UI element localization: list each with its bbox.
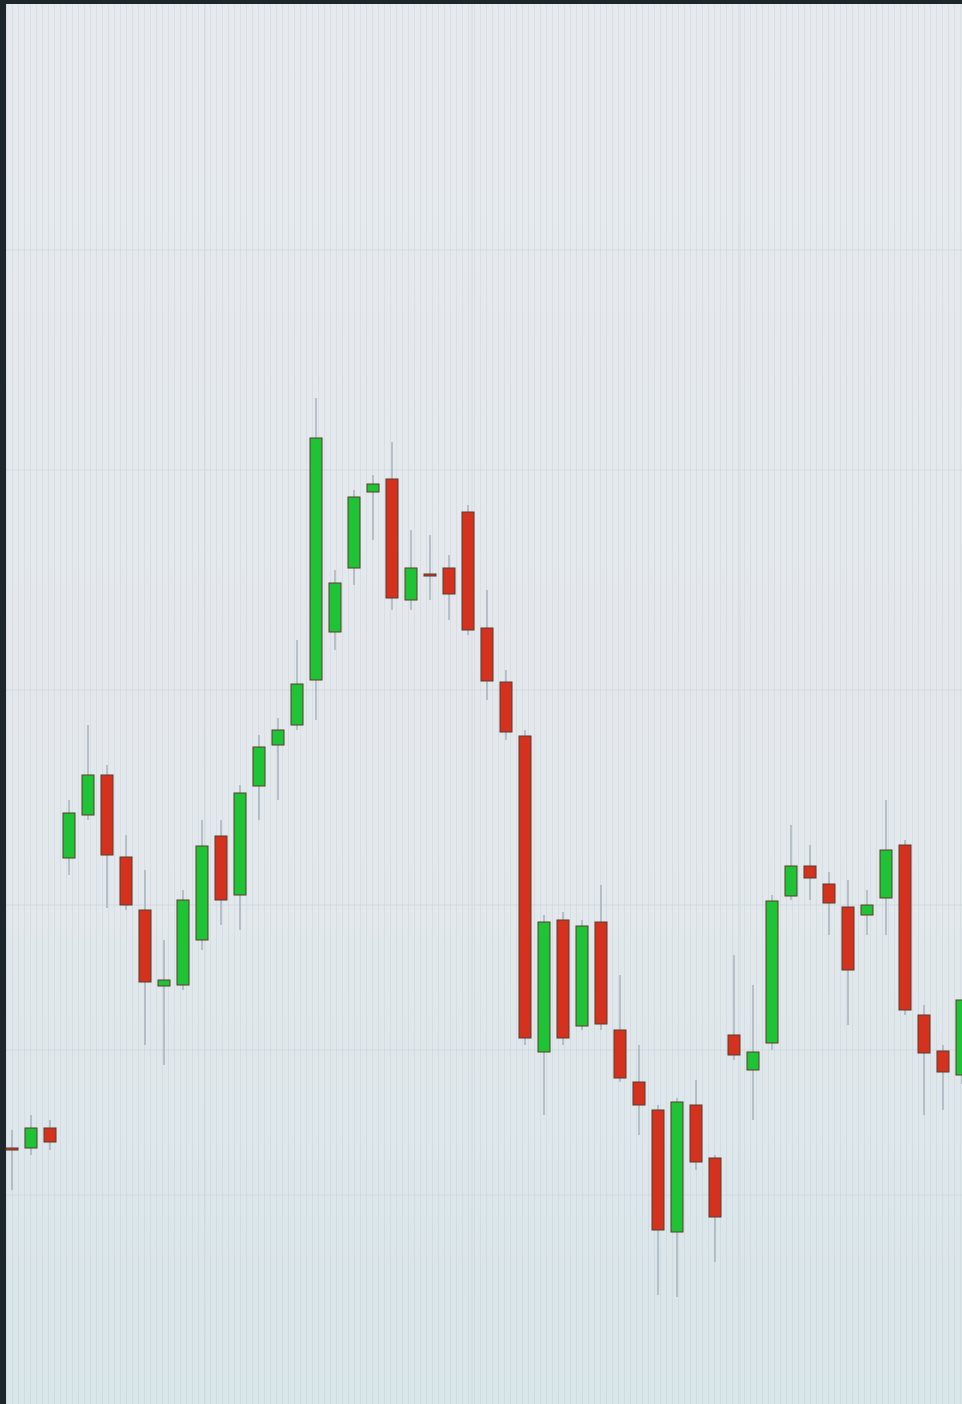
candle-body bbox=[291, 684, 303, 725]
candle-body bbox=[329, 583, 341, 632]
candle-body bbox=[101, 775, 113, 855]
candle-body bbox=[6, 1148, 18, 1150]
candle-body bbox=[652, 1110, 664, 1230]
candle-body bbox=[139, 910, 151, 982]
candle-body bbox=[690, 1105, 702, 1162]
candle-body bbox=[272, 730, 284, 745]
candle-body bbox=[519, 736, 531, 1038]
candle-body bbox=[348, 497, 360, 568]
page: (() => { const data = JSON.parse(documen… bbox=[0, 0, 962, 1404]
candle-body bbox=[310, 438, 322, 680]
candle-body bbox=[861, 905, 873, 915]
candle-body bbox=[538, 922, 550, 1052]
candle-body bbox=[785, 866, 797, 896]
candle-body bbox=[614, 1030, 626, 1078]
candle-body bbox=[405, 568, 417, 600]
candle-body bbox=[82, 775, 94, 815]
candle-body bbox=[234, 793, 246, 895]
candle-body bbox=[918, 1015, 930, 1053]
candle-body bbox=[386, 479, 398, 598]
candle-body bbox=[253, 747, 265, 786]
candle-body bbox=[367, 484, 379, 492]
candle-body bbox=[823, 884, 835, 903]
candle-body bbox=[158, 980, 170, 986]
candle-body bbox=[671, 1102, 683, 1232]
candle-body bbox=[424, 574, 436, 576]
candle-body bbox=[595, 922, 607, 1024]
candle-body bbox=[842, 907, 854, 970]
chart bbox=[0, 0, 962, 1404]
candle-body bbox=[462, 512, 474, 630]
candle-body bbox=[120, 857, 132, 905]
candle-body bbox=[196, 846, 208, 940]
candle-body bbox=[576, 926, 588, 1026]
candle-body bbox=[766, 901, 778, 1043]
background-grid bbox=[6, 4, 962, 1404]
candle-body bbox=[728, 1035, 740, 1055]
candle-body bbox=[481, 628, 493, 681]
candle-body bbox=[633, 1082, 645, 1105]
candle-body bbox=[709, 1158, 721, 1217]
candle-body bbox=[500, 682, 512, 732]
candle-body bbox=[899, 845, 911, 1010]
candle-body bbox=[557, 920, 569, 1038]
candle-body bbox=[880, 850, 892, 898]
candle-body bbox=[25, 1128, 37, 1148]
candle-body bbox=[443, 568, 455, 594]
candle-body bbox=[44, 1128, 56, 1142]
candle-body bbox=[215, 836, 227, 900]
candle-body bbox=[937, 1051, 949, 1072]
candle-body bbox=[63, 813, 75, 858]
candle-body bbox=[956, 1000, 962, 1075]
candle-body bbox=[177, 900, 189, 985]
candle-body bbox=[804, 866, 816, 878]
candle-body bbox=[747, 1052, 759, 1070]
